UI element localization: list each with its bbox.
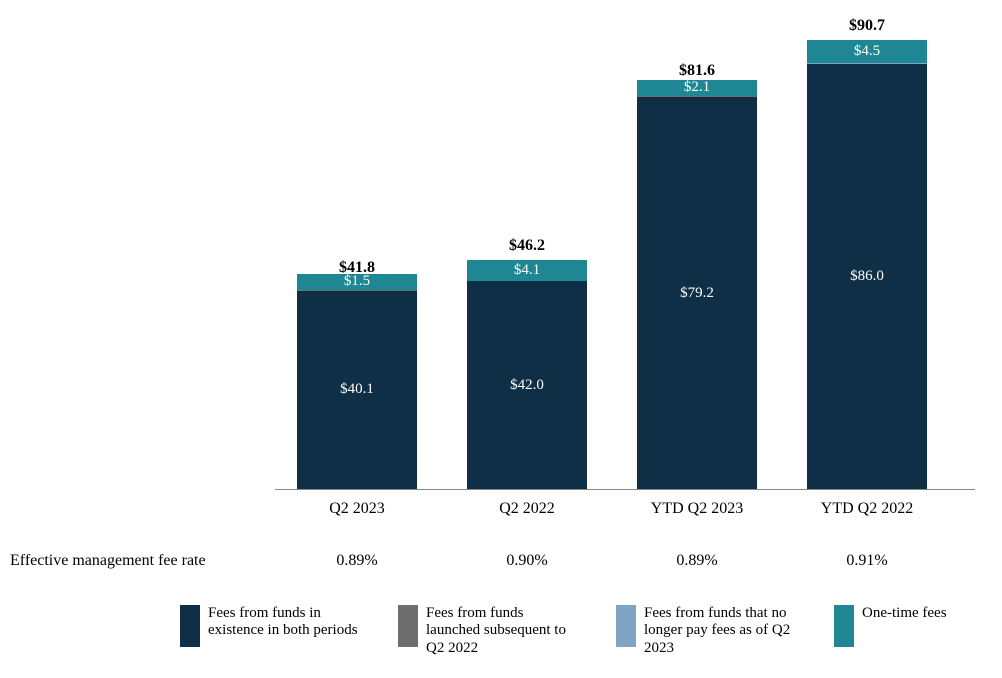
legend-swatch <box>834 605 854 647</box>
bar-total-label: $81.6 <box>637 62 757 80</box>
bar-segment: $4.1 <box>467 260 587 280</box>
legend-label: Fees from funds launched subsequent to Q… <box>426 605 581 657</box>
bar-segment-label: $4.1 <box>514 262 540 279</box>
fee-rate-row: Effective management fee rate 0.89%0.90%… <box>0 552 1002 582</box>
bar-segment: $79.2 <box>637 97 757 489</box>
bar-segment: $4.5 <box>807 40 927 62</box>
legend-item: Fees from funds launched subsequent to Q… <box>398 605 581 657</box>
legend-item: One-time fees <box>834 605 947 647</box>
bar-segment-label: $86.0 <box>850 268 884 285</box>
legend-item: Fees from funds in existence in both per… <box>180 605 363 647</box>
legend-label: Fees from funds that no longer pay fees … <box>644 605 799 657</box>
bar-segment-label: $79.2 <box>680 285 714 302</box>
bar-segment-label: $40.1 <box>340 381 374 398</box>
legend-label: Fees from funds in existence in both per… <box>208 605 363 640</box>
bar-segment-label: $42.0 <box>510 377 544 394</box>
chart-area: $41.8$40.1$0.2$1.5$46.2$42.0$0.1$4.1$81.… <box>275 20 975 490</box>
x-axis-label: YTD Q2 2022 <box>782 500 952 518</box>
bar-segment: $2.1 <box>637 80 757 96</box>
chart-plot: $41.8$40.1$0.2$1.5$46.2$42.0$0.1$4.1$81.… <box>275 20 975 490</box>
legend-swatch <box>180 605 200 647</box>
bar-segment: $86.0 <box>807 64 927 489</box>
bar-segment-label: $4.5 <box>854 43 880 60</box>
bar-segment: $40.1 <box>297 291 417 489</box>
bar-total-label: $46.2 <box>467 237 587 255</box>
legend: Fees from funds in existence in both per… <box>180 605 980 665</box>
fee-rate-value: 0.89% <box>272 552 442 570</box>
legend-swatch <box>398 605 418 647</box>
fee-rate-value: 0.90% <box>442 552 612 570</box>
bar-segment: $1.5 <box>297 274 417 290</box>
x-axis-labels: Q2 2023Q2 2022YTD Q2 2023YTD Q2 2022 <box>275 500 975 530</box>
bar-segment-label: $1.5 <box>344 273 370 290</box>
fee-rate-value: 0.89% <box>612 552 782 570</box>
bar-segment-label: $2.1 <box>684 79 710 96</box>
legend-item: Fees from funds that no longer pay fees … <box>616 605 799 657</box>
bar-total-label: $90.7 <box>807 17 927 35</box>
legend-label: One-time fees <box>862 605 947 622</box>
fee-rate-value: 0.91% <box>782 552 952 570</box>
legend-swatch <box>616 605 636 647</box>
fee-rate-title: Effective management fee rate <box>10 552 206 570</box>
x-axis-label: Q2 2022 <box>442 500 612 518</box>
x-axis-label: Q2 2023 <box>272 500 442 518</box>
x-axis-label: YTD Q2 2023 <box>612 500 782 518</box>
bar-segment: $42.0 <box>467 281 587 489</box>
